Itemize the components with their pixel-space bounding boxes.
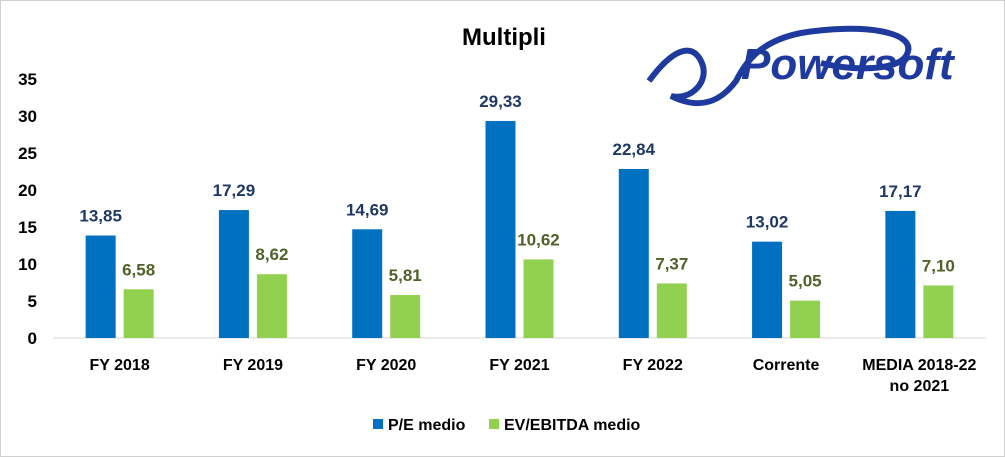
x-tick-label: FY 2019	[223, 357, 283, 374]
y-tick-label: 30	[18, 107, 37, 126]
bar-pe	[85, 235, 116, 338]
bar-pe	[752, 241, 783, 338]
y-tick-label: 20	[18, 181, 37, 200]
logo-text: Powersoft	[741, 40, 956, 89]
data-label: 22,84	[613, 140, 656, 159]
x-tick-label: MEDIA 2018-22	[862, 357, 976, 374]
bar-ev-ebitda	[256, 274, 287, 338]
legend-label: EV/EBITDA medio	[504, 417, 641, 434]
powersoft-logo: Powersoft	[646, 25, 956, 107]
x-tick-label: FY 2022	[623, 357, 683, 374]
data-label: 17,17	[879, 182, 922, 201]
legend-swatch	[489, 419, 499, 429]
data-label: 10,62	[517, 230, 560, 249]
x-tick-label: Corrente	[753, 357, 820, 374]
y-tick-label: 15	[18, 218, 37, 237]
bar-ev-ebitda	[123, 289, 154, 338]
data-label: 7,37	[655, 254, 688, 273]
y-tick-label: 35	[18, 70, 37, 89]
y-tick-label: 5	[28, 292, 37, 311]
bar-pe	[885, 210, 916, 338]
bars: 13,85 6,58 17,29 8,62 14,69 5,81 29,33 10,62 22,…	[79, 92, 955, 338]
bar-pe	[218, 210, 249, 338]
bar-ev-ebitda	[523, 259, 554, 338]
x-tick-label: no 2021	[890, 378, 950, 395]
data-label: 7,10	[922, 256, 955, 275]
y-tick-label: 25	[18, 144, 37, 163]
data-label: 6,58	[122, 260, 155, 279]
bar-ev-ebitda	[923, 285, 954, 338]
bar-ev-ebitda	[790, 300, 821, 338]
bar-ev-ebitda	[656, 283, 687, 338]
data-label: 5,05	[789, 272, 822, 291]
data-label: 17,29	[213, 181, 256, 200]
bar-ev-ebitda	[390, 295, 421, 338]
legend-swatch	[373, 419, 383, 429]
legend: P/E medio EV/EBITDA medio	[373, 417, 641, 434]
legend-label: P/E medio	[388, 417, 466, 434]
data-label: 8,62	[255, 245, 288, 264]
x-tick-label: FY 2020	[356, 357, 416, 374]
data-label: 29,33	[479, 92, 522, 111]
x-axis: FY 2018 FY 2019 FY 2020 FY 2021 FY 2022 Corre…	[90, 357, 977, 395]
data-label: 14,69	[346, 200, 389, 219]
y-tick-label: 10	[18, 255, 37, 274]
chart-title: Multipli	[462, 24, 546, 51]
y-axis: 0 5 10 15 20 25 30 35	[18, 70, 37, 348]
x-tick-label: FY 2021	[489, 357, 549, 374]
bar-pe	[618, 168, 649, 338]
x-tick-label: FY 2018	[90, 357, 150, 374]
data-label: 13,85	[79, 207, 122, 226]
data-label: 13,02	[746, 213, 789, 232]
bar-pe	[485, 120, 516, 338]
bar-pe	[352, 229, 383, 338]
data-label: 5,81	[389, 266, 422, 285]
y-tick-label: 0	[28, 329, 37, 348]
